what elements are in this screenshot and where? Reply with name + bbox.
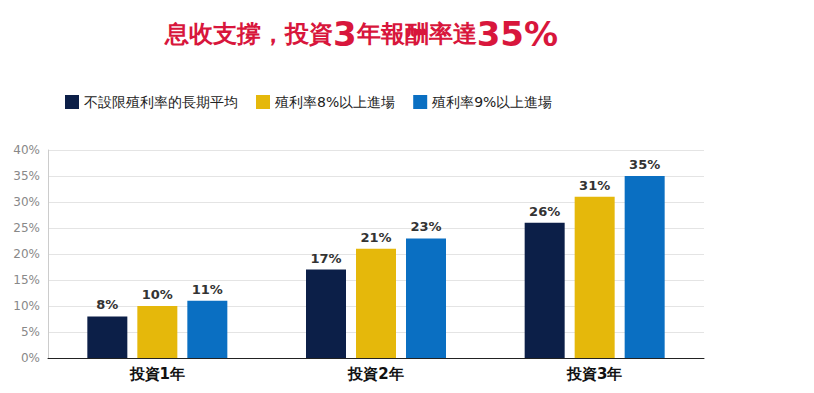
svg-text:15%: 15% [13, 273, 40, 287]
svg-text:3: 3 [333, 14, 357, 54]
svg-text:20%: 20% [13, 247, 40, 261]
svg-text:殖利率9%以上進場: 殖利率9%以上進場 [432, 94, 552, 110]
svg-text:26%: 26% [529, 204, 560, 219]
svg-text:30%: 30% [13, 195, 40, 209]
svg-text:11%: 11% [192, 282, 223, 297]
svg-text:10%: 10% [142, 287, 173, 302]
svg-text:投資2年: 投資2年 [347, 365, 403, 383]
svg-text:31%: 31% [579, 178, 610, 193]
svg-text:35%: 35% [13, 169, 40, 183]
svg-text:0%: 0% [21, 351, 40, 365]
svg-text:殖利率8%以上進場: 殖利率8%以上進場 [275, 94, 395, 110]
svg-text:投資3年: 投資3年 [566, 365, 622, 383]
svg-text:年報酬率達: 年報酬率達 [356, 20, 477, 48]
svg-text:不設限殖利率的長期平均: 不設限殖利率的長期平均 [84, 94, 238, 110]
svg-text:35%: 35% [477, 14, 558, 54]
svg-text:息收支撐，投資: 息收支撐，投資 [164, 20, 333, 48]
svg-text:5%: 5% [21, 325, 40, 339]
svg-text:8%: 8% [96, 297, 118, 312]
svg-text:35%: 35% [629, 157, 660, 172]
svg-text:23%: 23% [410, 219, 441, 234]
svg-text:10%: 10% [13, 299, 40, 313]
svg-text:25%: 25% [13, 221, 40, 235]
svg-text:40%: 40% [13, 143, 40, 157]
svg-text:投資1年: 投資1年 [129, 365, 185, 383]
svg-text:17%: 17% [310, 251, 341, 266]
svg-text:21%: 21% [360, 230, 391, 245]
